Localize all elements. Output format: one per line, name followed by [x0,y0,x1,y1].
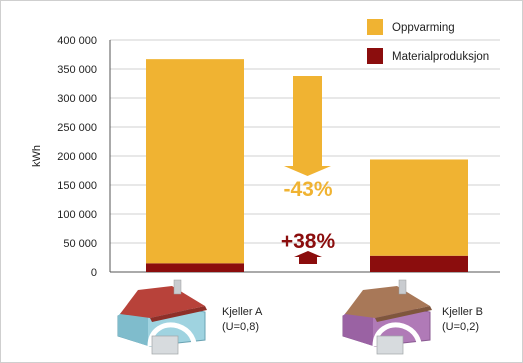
change-annotations: -43% +38% [281,76,336,264]
y-tick-label: 50 000 [63,238,97,250]
legend-label-oppvarming: Oppvarming [392,22,455,34]
bar-kjeller-b-materialproduksjon [370,255,468,272]
house-b-name: Kjeller B [442,306,483,318]
house-a-icon [117,279,207,355]
bar-kjeller-b-oppvarming [370,159,468,256]
house-a-name: Kjeller A [222,306,263,318]
decrease-percent-label: -43% [283,178,332,201]
y-tick-label: 300 000 [57,93,97,105]
y-tick-labels: 0 50 000 100 000 150 000 200 000 250 000 300 0… [57,35,97,279]
house-a-basement-arc [147,322,197,353]
increase-percent-label: +38% [281,230,336,253]
legend-label-materialproduksjon: Materialproduksjon [392,51,489,63]
legend-swatch-oppvarming [367,19,383,35]
y-axis-label: kWh [31,145,43,167]
y-tick-label: 100 000 [57,209,97,221]
y-tick-label: 250 000 [57,122,97,134]
house-b-chimney [398,279,407,295]
house-b-u-value: (U=0,2) [442,321,479,333]
legend: Oppvarming Materialproduksjon [367,19,489,64]
house-b-icon [342,279,432,355]
house-b-roof [345,286,430,318]
bar-kjeller-a-oppvarming [146,59,244,264]
house-a-roof [120,286,205,318]
decrease-arrow-icon [284,76,331,176]
y-tick-label: 0 [91,267,97,279]
house-b-basement-block [376,335,404,355]
legend-swatch-materialproduksjon [367,48,383,64]
y-tick-label: 400 000 [57,35,97,47]
y-tick-label: 350 000 [57,64,97,76]
bar-kjeller-a-materialproduksjon [146,263,244,272]
house-a-basement-block [151,335,179,355]
house-a-u-value: (U=0,8) [222,321,259,333]
house-a-roof-edge [150,306,207,322]
house-a-chimney [173,279,182,295]
house-b-basement-arc [372,322,422,353]
y-tick-label: 200 000 [57,151,97,163]
increase-arrow-icon [294,251,322,264]
bars [146,59,468,272]
y-tick-label: 150 000 [57,180,97,192]
house-b-roof-edge [375,306,432,322]
